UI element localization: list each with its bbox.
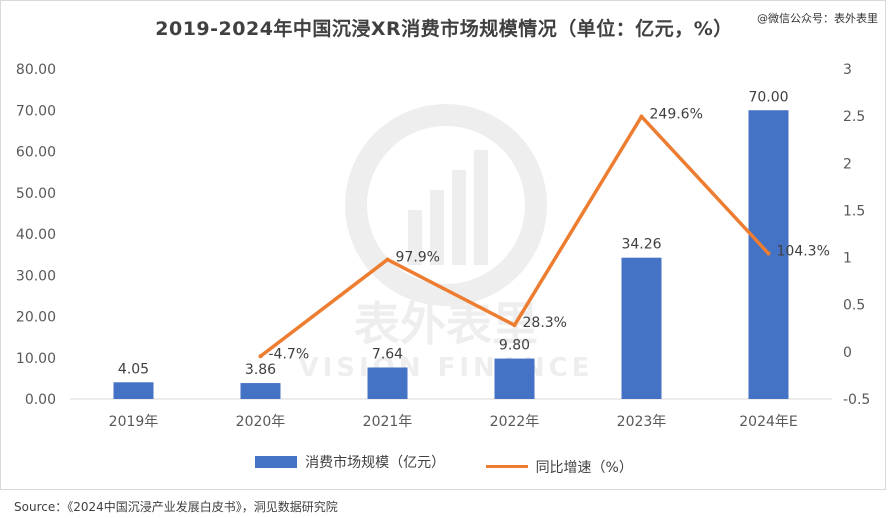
- bar-data-label: 70.00: [748, 89, 788, 105]
- y-right-tick-label: 3: [843, 62, 852, 78]
- y-left-tick-label: 30.00: [16, 268, 56, 284]
- bar: [494, 358, 535, 399]
- x-tick-label: 2020年: [236, 414, 286, 430]
- y-left-tick-label: 70.00: [16, 103, 56, 119]
- y-right-tick-label: -0.5: [843, 392, 870, 408]
- y-left-tick-label: 80.00: [16, 62, 56, 78]
- legend-item-bar: 消费市场规模（亿元）: [255, 452, 445, 472]
- legend-swatch-line: [485, 465, 528, 468]
- corner-watermark: @微信公众号：表外表里: [757, 12, 878, 25]
- line-point: [639, 114, 644, 119]
- line-data-label: 249.6%: [650, 107, 703, 123]
- y-left-tick-label: 20.00: [16, 310, 56, 326]
- watermark-bar: [408, 210, 422, 265]
- line-data-label: 28.3%: [523, 315, 567, 331]
- y-right-tick-label: 1.5: [843, 203, 865, 219]
- line-point: [258, 354, 263, 359]
- bar-data-label: 4.05: [118, 361, 149, 377]
- bar-data-label: 9.80: [499, 338, 530, 354]
- y-left-tick-label: 10.00: [16, 351, 56, 367]
- x-axis: 2019年 2020年 2021年 2022年 2023年 2024年E: [70, 398, 832, 430]
- x-tick-label: 2022年: [490, 414, 540, 430]
- bar: [240, 383, 281, 399]
- line-series: -4.7% 97.9% 28.3% 249.6% 104.3%: [258, 107, 830, 362]
- y-left-tick-label: 60.00: [16, 145, 56, 161]
- watermark-bar: [474, 150, 488, 265]
- line-data-label: 104.3%: [777, 244, 830, 260]
- chart-frame: [0, 0, 886, 490]
- bar-data-label: 7.64: [372, 346, 403, 362]
- legend-item-line: 同比增速（%）: [485, 457, 633, 477]
- bar-data-label: 3.86: [245, 362, 276, 378]
- y-left-tick-label: 0.00: [25, 392, 56, 408]
- line-data-label: -4.7%: [269, 346, 310, 362]
- source-note: Source：《2024中国沉浸产业发展白皮书》，洞见数据研究院: [14, 500, 338, 514]
- y-right-tick-label: 0: [843, 345, 852, 361]
- bar-series: 4.05 3.86 7.64 9.80 34.26 70.00: [113, 89, 789, 399]
- y-left-tick-label: 40.00: [16, 227, 56, 243]
- x-tick-label: 2021年: [363, 414, 413, 430]
- y-right-tick-label: 0.5: [843, 298, 865, 314]
- watermark-bar: [452, 170, 466, 265]
- line-point: [766, 251, 771, 256]
- bar: [367, 367, 408, 399]
- watermark-text-cn: 表外表里: [354, 297, 538, 351]
- line-point: [512, 323, 517, 328]
- x-tick-label: 2019年: [109, 414, 159, 430]
- bar-data-label: 34.26: [621, 237, 661, 253]
- watermark-text-en: VISION FINANCE: [298, 353, 593, 383]
- line-point: [385, 257, 390, 262]
- legend-swatch-bar: [255, 456, 298, 468]
- watermark-bar: [430, 190, 444, 265]
- y-left-tick-label: 50.00: [16, 186, 56, 202]
- right-axis: -0.5 0 0.5 1 1.5 2 2.5 3: [843, 62, 870, 408]
- left-axis: 0.00 10.00 20.00 30.00 40.00 50.00 60.00 70.00 8…: [16, 62, 56, 408]
- x-tick-label: 2023年: [617, 414, 667, 430]
- chart-title: 2019-2024年中国沉浸XR消费市场规模情况（单位：亿元，%）: [155, 18, 733, 40]
- legend-label-bar: 消费市场规模（亿元）: [305, 455, 446, 471]
- legend: 消费市场规模（亿元） 同比增速（%）: [0, 452, 888, 477]
- y-right-tick-label: 2: [843, 156, 852, 172]
- legend-label-line: 同比增速（%）: [535, 459, 633, 476]
- y-right-tick-label: 1: [843, 251, 852, 267]
- watermark-ring: [345, 104, 547, 306]
- x-tick-label: 2024年E: [739, 414, 797, 430]
- bar: [621, 257, 662, 399]
- line-data-label: 97.9%: [396, 250, 440, 266]
- y-right-tick-label: 2.5: [843, 109, 865, 125]
- background-watermark: 表外表里 VISION FINANCE: [298, 104, 593, 383]
- bar: [113, 382, 154, 399]
